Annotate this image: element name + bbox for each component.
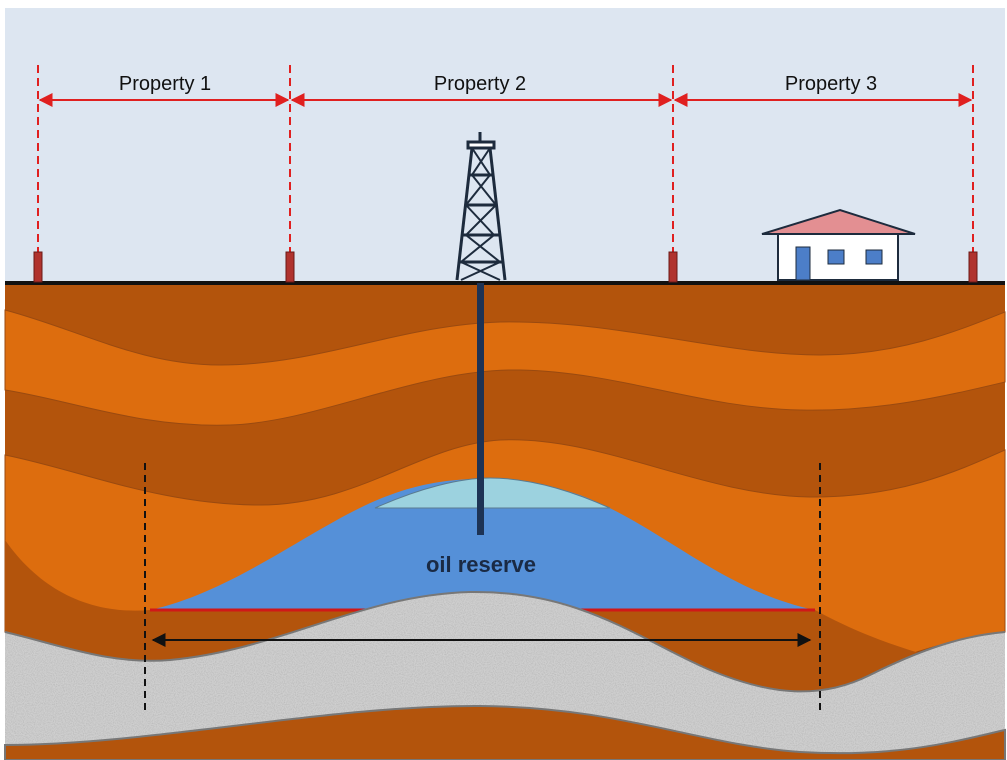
- oil-zone: [150, 478, 815, 610]
- extent-lines: [144, 463, 821, 712]
- house: [761, 208, 916, 281]
- rock-layer: [4, 309, 1006, 426]
- boundary-posts: [33, 251, 978, 283]
- rock-layer: [4, 704, 1006, 760]
- oil-reserve-label: oil reserve: [426, 552, 536, 577]
- gas-cap: [374, 477, 611, 509]
- rock-boundary: [4, 590, 1006, 693]
- property-label: Property 3: [785, 73, 877, 95]
- boundary-lines: [37, 65, 974, 252]
- derrick: [455, 132, 507, 281]
- well-pipe: [477, 283, 484, 535]
- property-label: Property 2: [434, 73, 526, 95]
- property-label: Property 1: [119, 73, 211, 95]
